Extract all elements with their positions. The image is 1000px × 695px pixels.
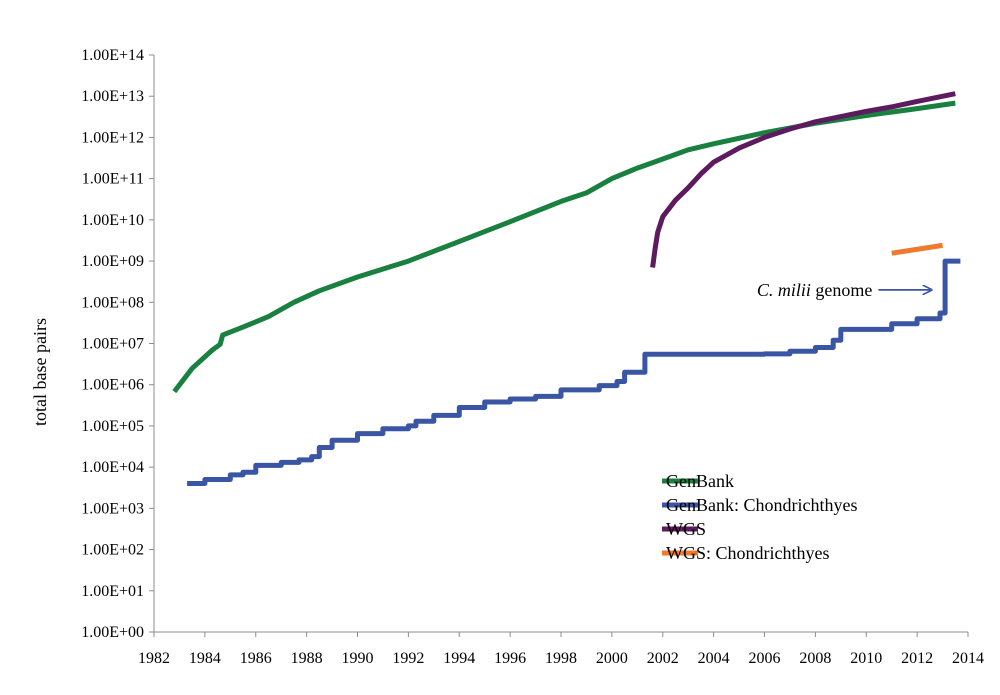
x-tick-label: 1992 <box>392 650 424 667</box>
x-tick-label: 1982 <box>138 650 170 667</box>
legend-label-1: GenBank: Chondrichthyes <box>666 495 857 515</box>
y-tick-label: 1.00E+06 <box>81 377 144 394</box>
legend-label-3: WGS: Chondrichthyes <box>666 543 830 563</box>
x-tick-label: 2010 <box>850 650 882 667</box>
axes <box>153 55 968 633</box>
annotation-suffix: genome <box>811 280 872 300</box>
series-line-2 <box>650 91 956 268</box>
annotation-layer: C. milii genome <box>757 280 931 300</box>
legend-label-2: WGS <box>666 519 706 539</box>
y-tick-label: 1.00E+11 <box>82 171 144 188</box>
y-tick-label: 1.00E+00 <box>81 624 144 641</box>
x-tick-label: 1984 <box>189 650 221 667</box>
ticks: 1.00E+00 1.00E+01 1.00E+02 1.00E+03 1.00E+04… <box>81 47 984 667</box>
x-tick-label: 1988 <box>291 650 323 667</box>
y-tick-label: 1.00E+13 <box>81 88 144 105</box>
x-tick-label: 1986 <box>240 650 272 667</box>
y-tick-label: 1.00E+07 <box>81 336 144 353</box>
annotation-species: C. milii <box>757 280 811 300</box>
y-tick-label: 1.00E+08 <box>81 294 144 311</box>
x-tick-label: 2004 <box>698 650 730 667</box>
x-tick-label: 2008 <box>799 650 831 667</box>
x-tick-label: 2014 <box>952 650 984 667</box>
x-tick-label: 2006 <box>749 650 781 667</box>
x-tick-label: 2012 <box>901 650 933 667</box>
x-tick-label: 1996 <box>494 650 526 667</box>
y-tick-label: 1.00E+03 <box>81 500 144 517</box>
legend: GenBank GenBank: Chondrichthyes WGS WGS: Ch… <box>662 471 857 563</box>
series-line-0 <box>172 100 956 394</box>
annotation-label: C. milii genome <box>757 280 873 300</box>
y-tick-label: 1.00E+04 <box>81 459 144 476</box>
y-tick-label: 1.00E+10 <box>81 212 144 229</box>
legend-label-0: GenBank <box>666 471 734 491</box>
x-tick-label: 2002 <box>647 650 679 667</box>
x-tick-label: 1998 <box>545 650 577 667</box>
y-tick-label: 1.00E+01 <box>81 583 144 600</box>
y-tick-label: 1.00E+02 <box>81 542 144 559</box>
series-layer <box>172 91 961 486</box>
series-line-3 <box>891 242 943 256</box>
y-tick-label: 1.00E+09 <box>81 253 144 270</box>
y-tick-label: 1.00E+12 <box>81 129 144 146</box>
x-tick-label: 2000 <box>596 650 628 667</box>
y-tick-label: 1.00E+14 <box>81 47 144 64</box>
x-tick-label: 1994 <box>443 650 475 667</box>
y-axis-label: total base pairs <box>30 318 50 426</box>
x-tick-label: 1990 <box>342 650 374 667</box>
series-line-1 <box>187 258 961 486</box>
y-tick-label: 1.00E+05 <box>81 418 144 435</box>
